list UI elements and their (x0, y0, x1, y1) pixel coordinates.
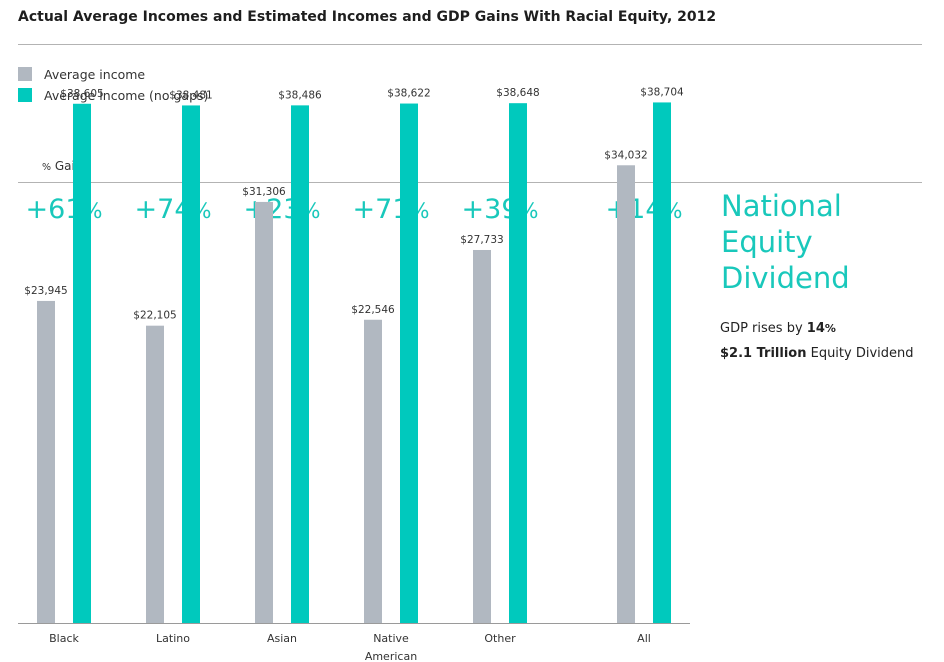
value-label-actual-asian: $31,306 (242, 186, 286, 198)
bar-actual-latino (146, 325, 164, 623)
title-divider (18, 44, 922, 45)
category-label-asian: Asian (267, 632, 297, 645)
legend-label-average-income: Average income (44, 66, 146, 82)
category-label-black: Black (49, 632, 79, 645)
category-label-all: All (637, 632, 651, 645)
legend-swatch-average-income (18, 67, 32, 81)
value-label-no-gaps-asian: $38,486 (278, 89, 322, 101)
value-label-no-gaps-latino: $38,481 (169, 89, 212, 101)
bar-no-gaps-other (509, 103, 527, 624)
value-label-actual-latino: $22,105 (133, 310, 176, 322)
bar-actual-black (37, 300, 55, 623)
category-label-other: Other (484, 632, 516, 645)
bar-no-gaps-all (653, 102, 671, 623)
value-label-actual-all: $34,032 (604, 149, 647, 161)
bar-no-gaps-black (73, 103, 91, 623)
value-label-actual-other: $27,733 (460, 234, 503, 246)
legend-label-no-gaps: Average income (no gaps) (44, 87, 209, 103)
category-label-native-american-line-2: American (365, 650, 417, 662)
legend-swatch-no-gaps (18, 88, 32, 102)
bar-actual-native-american (364, 319, 382, 623)
bar-actual-all (617, 165, 635, 623)
value-label-actual-native-american: $22,546 (351, 304, 395, 316)
value-label-no-gaps-all: $38,704 (640, 86, 684, 98)
bar-no-gaps-asian (291, 105, 309, 624)
value-label-actual-black: $23,945 (24, 285, 67, 297)
bar-actual-other (473, 249, 491, 623)
chart-title: Actual Average Incomes and Estimated Inc… (18, 9, 717, 25)
bar-actual-asian (255, 201, 273, 623)
value-label-no-gaps-other: $38,648 (496, 87, 539, 99)
bar-no-gaps-native-american (400, 103, 418, 623)
national-equity-dividend-title: National Equity Dividend (721, 189, 850, 295)
gdp-rise-text: GDP rises by 14% (720, 321, 836, 336)
bar-no-gaps-latino (182, 105, 200, 624)
equity-dividend-text: $2.1 Trillion Equity Dividend (720, 346, 914, 361)
legend-item-average-income: Average income (18, 66, 145, 82)
category-label-native-american-line-1: Native (373, 632, 409, 645)
gain-divider (18, 182, 922, 183)
value-label-no-gaps-black: $38,605 (60, 88, 103, 100)
value-label-no-gaps-native-american: $38,622 (387, 88, 430, 100)
legend-item-no-gaps: Average income (no gaps) (18, 87, 208, 103)
category-label-latino: Latino (156, 632, 190, 645)
